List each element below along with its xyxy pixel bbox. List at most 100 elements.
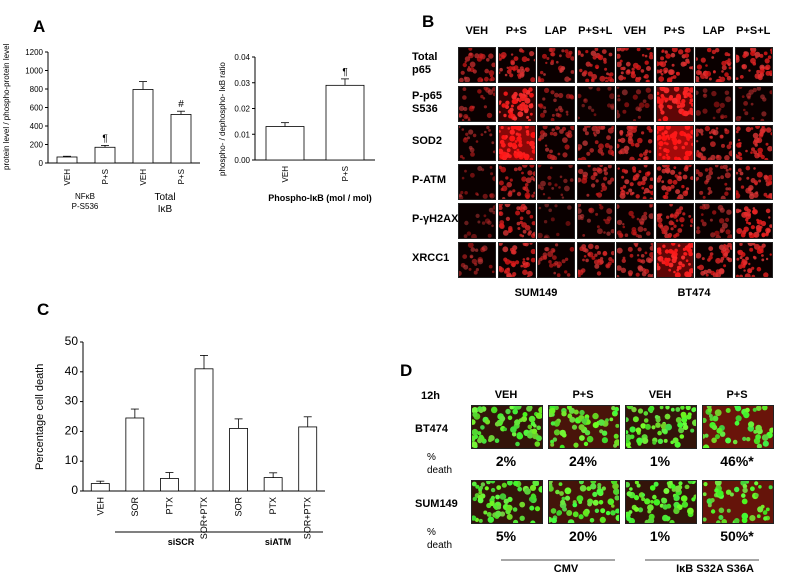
cell-nucleus	[516, 73, 520, 77]
cell-nucleus	[696, 140, 699, 143]
cell-nucleus	[511, 249, 517, 255]
cell-nucleus	[525, 177, 531, 184]
cell-nucleus	[594, 64, 599, 69]
cell-nucleus	[724, 72, 729, 77]
cell-nucleus	[671, 48, 678, 53]
panel-b-micrograph-cells	[735, 206, 772, 238]
cell-nucleus	[461, 119, 465, 121]
cell-nucleus	[584, 50, 588, 54]
cell-nucleus	[559, 67, 564, 73]
live-cell	[711, 424, 718, 431]
cell-nucleus	[595, 129, 600, 135]
cell-nucleus	[542, 193, 546, 196]
live-cell	[651, 425, 656, 430]
cell-nucleus	[667, 268, 671, 272]
panel-b-column-header: LAP	[702, 25, 725, 37]
live-cell	[684, 484, 689, 490]
live-cell	[729, 492, 734, 497]
cell-nucleus	[725, 229, 731, 235]
cell-nucleus	[666, 179, 673, 185]
a-right-ytick-label: 0.04	[234, 53, 250, 62]
cell-nucleus	[592, 131, 595, 135]
cell-nucleus	[624, 48, 629, 51]
panel-b-micrograph	[497, 86, 536, 122]
panel-b-micrograph	[497, 242, 536, 278]
live-cell	[690, 428, 695, 433]
live-cell	[472, 515, 477, 521]
cell-nucleus	[474, 248, 479, 252]
cell-nucleus	[637, 158, 642, 160]
cell-nucleus	[483, 87, 488, 91]
cell-nucleus	[667, 235, 671, 238]
cell-nucleus	[673, 248, 678, 253]
live-cell	[668, 481, 673, 485]
cell-nucleus	[466, 67, 472, 72]
cell-nucleus	[605, 208, 612, 215]
live-cell	[478, 518, 483, 523]
cell-nucleus	[459, 113, 463, 118]
cell-nucleus	[689, 98, 693, 103]
cell-nucleus	[504, 176, 508, 180]
live-cell	[587, 501, 592, 507]
live-cell	[754, 493, 759, 498]
cell-nucleus	[459, 155, 464, 159]
live-cell	[725, 437, 732, 444]
cell-nucleus	[477, 89, 482, 94]
cell-nucleus	[760, 220, 766, 227]
panel-b-micrograph-cells	[577, 87, 614, 120]
cell-nucleus	[738, 156, 742, 160]
live-cell	[496, 485, 502, 490]
cell-nucleus	[549, 149, 553, 154]
live-cell	[715, 434, 720, 440]
cell-nucleus	[492, 205, 495, 210]
cell-nucleus	[617, 143, 620, 149]
cell-nucleus	[648, 150, 652, 154]
group-label-nfkb-line2: P-S536	[71, 202, 99, 211]
cell-nucleus	[567, 205, 572, 210]
live-cell	[507, 481, 513, 486]
cell-nucleus	[705, 174, 712, 181]
live-cell	[483, 510, 488, 515]
cell-nucleus	[747, 222, 751, 225]
cell-nucleus	[637, 266, 644, 272]
cell-nucleus	[752, 132, 758, 139]
cell-nucleus	[526, 232, 531, 236]
cell-nucleus	[520, 176, 527, 182]
panel-b-micrograph	[497, 164, 536, 200]
cell-nucleus	[707, 186, 712, 191]
cell-nucleus	[666, 257, 671, 262]
live-cell	[634, 506, 639, 512]
cell-nucleus	[526, 275, 530, 277]
cell-nucleus	[522, 263, 525, 266]
cell-nucleus	[516, 69, 521, 74]
cell-nucleus	[741, 264, 745, 269]
cell-nucleus	[690, 102, 693, 107]
cell-nucleus	[520, 171, 524, 175]
cell-nucleus	[674, 232, 679, 237]
cell-nucleus	[477, 258, 484, 265]
cell-nucleus	[767, 55, 771, 59]
cell-nucleus	[759, 118, 764, 121]
live-cell	[650, 500, 654, 504]
cell-nucleus	[628, 188, 633, 193]
group-label-ikb: Total IκB	[135, 192, 195, 216]
cell-nucleus	[632, 177, 637, 181]
panel-d-group-lines	[501, 559, 759, 561]
cell-nucleus	[750, 127, 753, 130]
cell-nucleus	[678, 217, 685, 223]
cell-nucleus	[754, 51, 760, 58]
cell-nucleus	[635, 234, 639, 238]
cell-nucleus	[643, 227, 647, 232]
live-cell	[670, 484, 676, 489]
cell-nucleus	[680, 99, 685, 104]
live-cell	[611, 504, 615, 508]
cell-nucleus	[617, 265, 622, 271]
cell-nucleus	[689, 224, 692, 227]
cell-nucleus	[635, 77, 641, 82]
cell-nucleus	[757, 73, 762, 79]
cell-nucleus	[498, 110, 501, 114]
panel-b-micrograph-cells	[656, 48, 693, 82]
cell-nucleus	[664, 70, 667, 74]
cell-nucleus	[602, 57, 607, 62]
cell-nucleus	[481, 245, 488, 252]
